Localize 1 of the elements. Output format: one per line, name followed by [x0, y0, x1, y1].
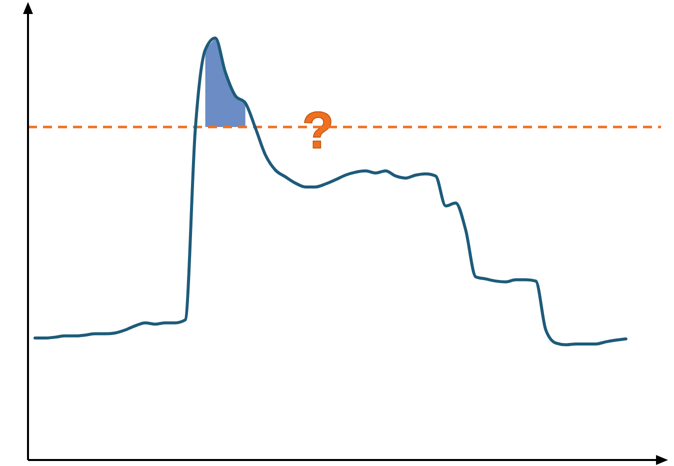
annotation: ?: [302, 102, 334, 160]
